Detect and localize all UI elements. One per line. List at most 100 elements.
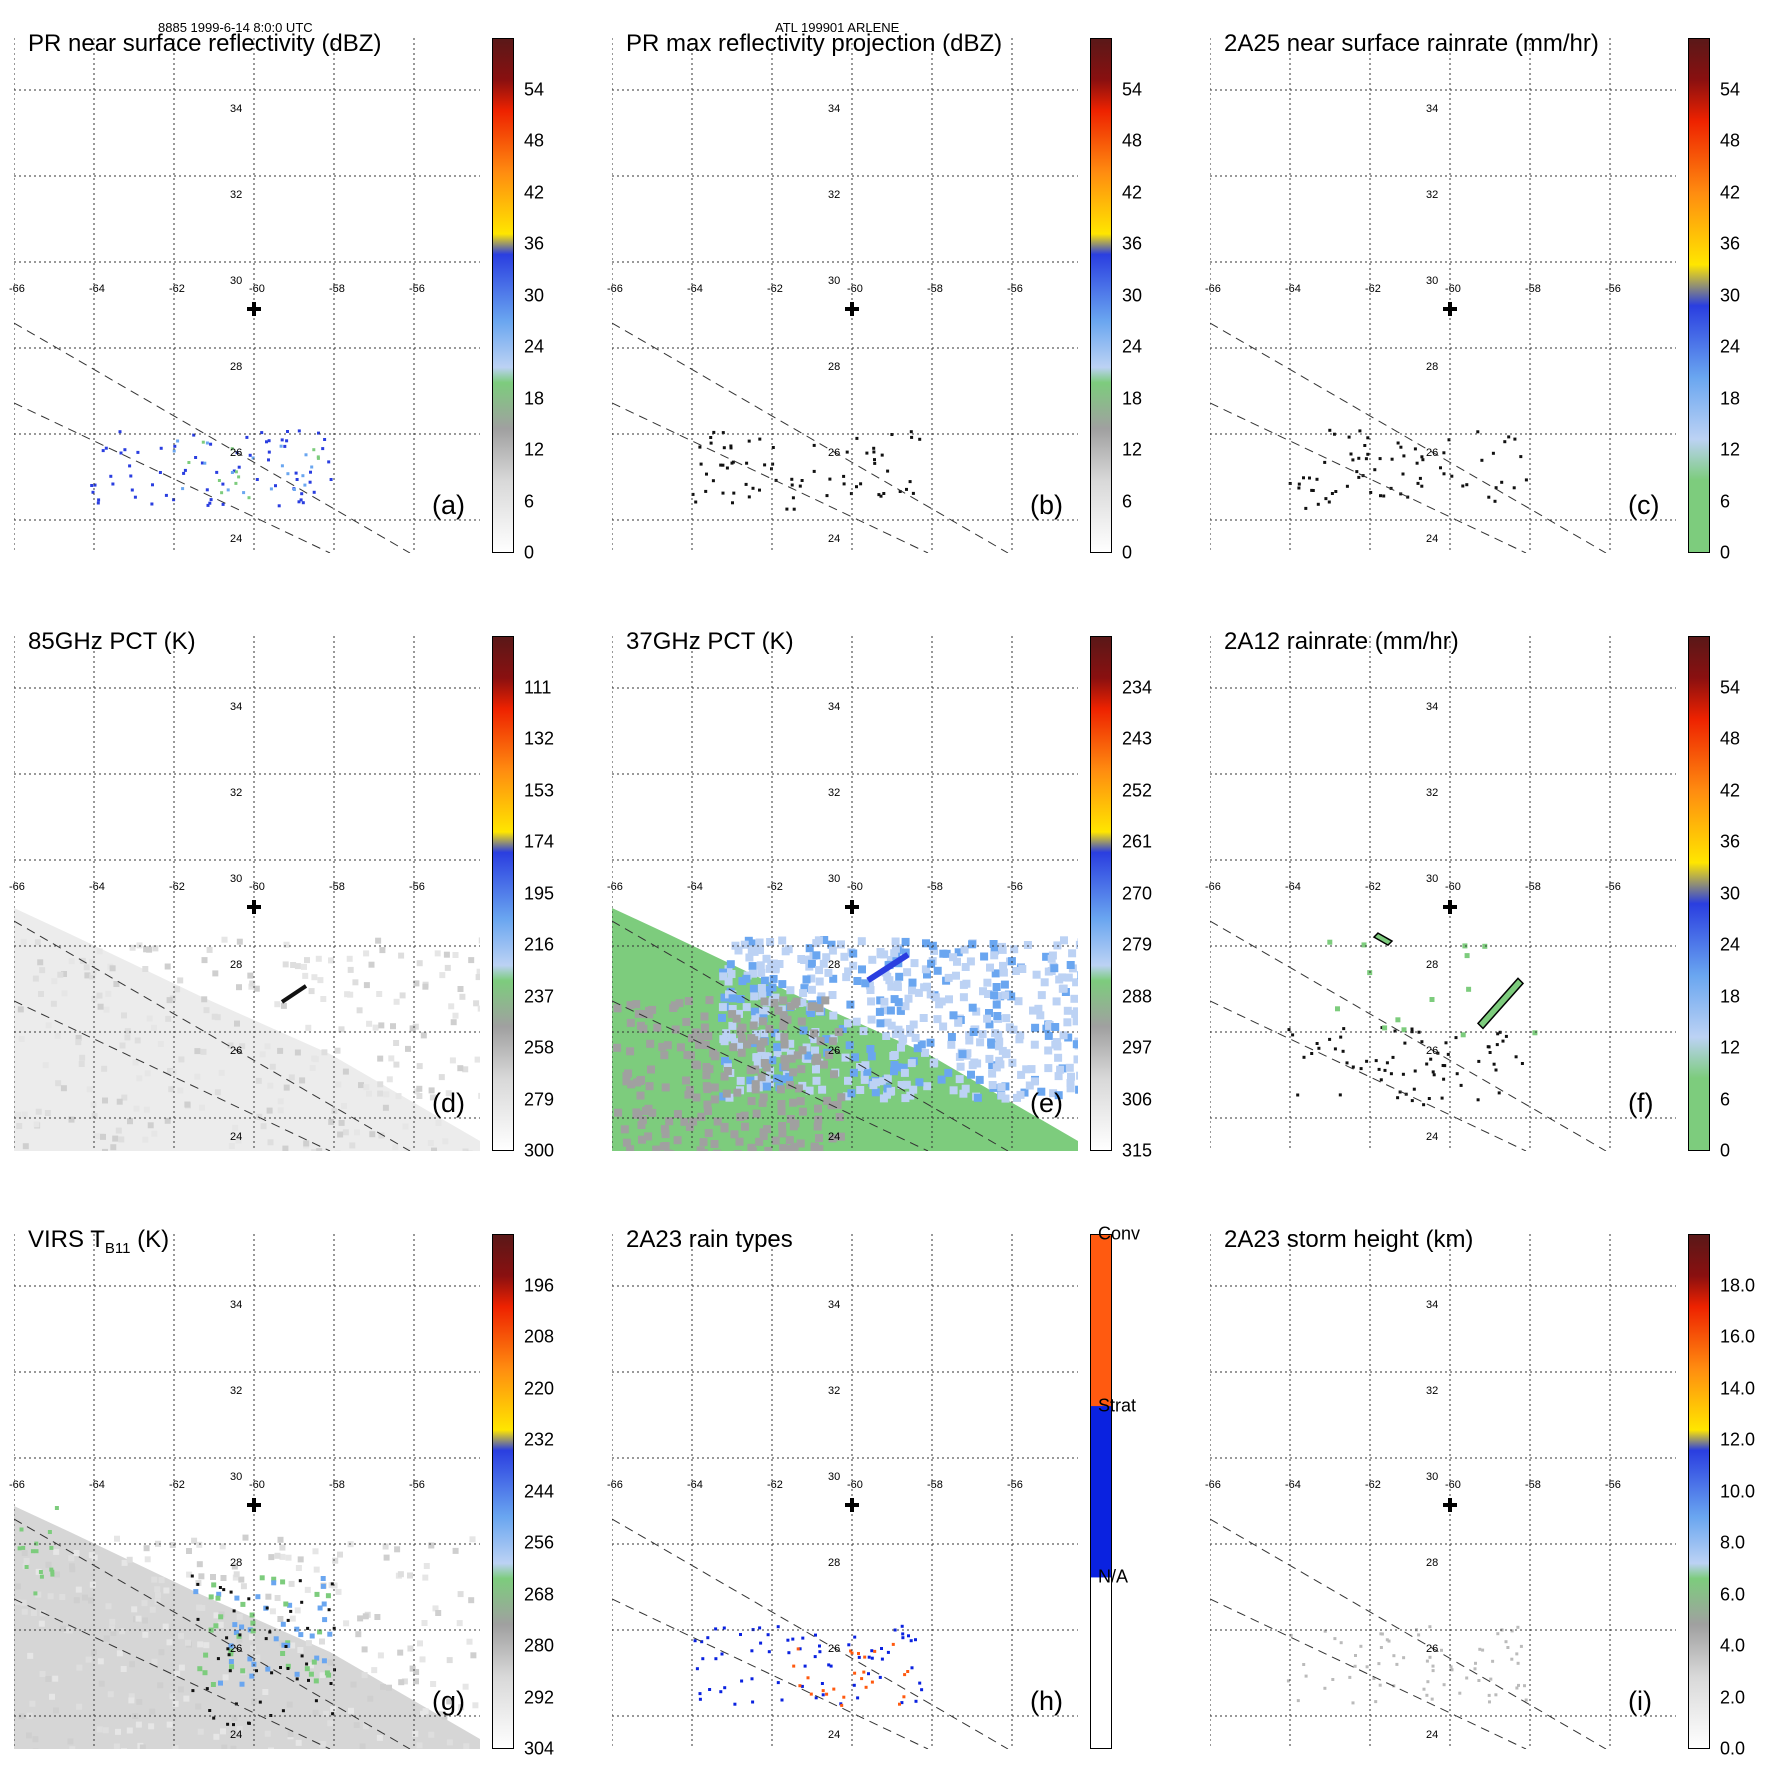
map-d: -66 -64 -62 -60 -58 -56 34 32 30 28 26 24 [9, 636, 480, 1151]
lon-tick-label: -58 [1525, 881, 1541, 893]
colorbar-tick-label: 48 [1122, 130, 1143, 151]
lon-tick-label: -60 [249, 283, 265, 295]
lat-tick-label: 34 [230, 701, 242, 713]
lat-tick-label: 26 [828, 1045, 840, 1057]
lat-tick-label: 32 [230, 787, 242, 799]
lat-tick-label: 30 [230, 873, 242, 885]
title-unit: (K) [130, 1226, 170, 1253]
panel-label-b: (b) [1030, 490, 1063, 520]
colorbar-i [1688, 1234, 1710, 1749]
colorbar-tick-label: 24 [524, 336, 545, 357]
lon-tick-label: -56 [1007, 881, 1023, 893]
panel-label-g: (g) [432, 1686, 465, 1716]
panel-label-a: (a) [432, 490, 465, 520]
colorbar-tick-label: 36 [1720, 233, 1741, 254]
colorbar-tick-label: 24 [1122, 336, 1143, 357]
colorbar-tick-label: 256 [524, 1532, 555, 1553]
panel-f: -66 -64 -62 -60 -58 -56 34 32 30 28 26 24 2A12 rainr… [1196, 628, 1756, 1188]
lat-tick-label: 24 [230, 533, 242, 545]
panel-title-b: PR max reflectivity projection (dBZ) [626, 30, 1003, 57]
lat-tick-label: 34 [828, 701, 840, 713]
panel-e: -66 -64 -62 -60 -58 -56 34 32 30 28 26 24 37GHz PCT … [598, 628, 1158, 1188]
colorbar-tick-label: 315 [1122, 1140, 1153, 1161]
colorbar-tick-label: 24 [1720, 934, 1741, 955]
lat-tick-label: 26 [230, 1643, 242, 1655]
colorbar-tick-label: 18.0 [1720, 1275, 1756, 1295]
panel-c: -66 -64 -62 -60 -58 -56 34 32 30 28 26 24 2A25 near … [1196, 30, 1756, 590]
lat-tick-label: 28 [828, 1557, 840, 1569]
colorbar-tick-label: 42 [1720, 182, 1741, 202]
lat-tick-label: 24 [828, 1729, 840, 1741]
lat-tick-label: 28 [230, 361, 242, 373]
lat-tick-label: 34 [1426, 1299, 1438, 1311]
storm-center-icon [845, 900, 859, 914]
colorbar-tick-label: N/A [1098, 1566, 1129, 1587]
colorbar-tick-label: 30 [524, 285, 545, 305]
storm-center-icon [247, 1498, 261, 1512]
lat-tick-label: 34 [230, 1299, 242, 1311]
lon-tick-label: -64 [687, 283, 703, 295]
colorbar-tick-label: 18 [524, 388, 545, 408]
lat-tick-label: 34 [1426, 701, 1438, 713]
colorbar-tick-label: Strat [1098, 1395, 1137, 1416]
colorbar-tick-label: 36 [1122, 233, 1143, 254]
colorbar-tick-label: 216 [524, 934, 555, 955]
colorbar-tick-label: 8.0 [1720, 1532, 1746, 1553]
lat-tick-label: 24 [1426, 1729, 1438, 1741]
storm-name-header: ATL 199901 ARLENE [775, 20, 900, 35]
map-f: -66 -64 -62 -60 -58 -56 34 32 30 28 26 24 [1205, 636, 1676, 1151]
panel-title-h: 2A23 rain types [626, 1226, 793, 1253]
colorbar-tick-label: 6 [1122, 491, 1133, 511]
panel-title-a: PR near surface reflectivity (dBZ) [28, 30, 382, 57]
panel-i: -66 -64 -62 -60 -58 -56 34 32 30 28 26 24 2A23 storm… [1196, 1226, 1756, 1786]
lat-tick-label: 26 [1426, 1643, 1438, 1655]
storm-center-icon [1443, 1498, 1457, 1512]
colorbar-tick-label: Conv [1098, 1223, 1141, 1244]
colorbar-tick-label: 12 [1720, 439, 1741, 460]
colorbar-tick-label: 292 [524, 1687, 555, 1707]
lat-tick-label: 26 [828, 1643, 840, 1655]
lon-tick-label: -60 [249, 1479, 265, 1491]
colorbar-f [1688, 636, 1710, 1151]
swath-d [14, 908, 480, 1151]
lon-tick-label: -62 [1365, 881, 1381, 893]
lon-tick-label: -62 [767, 283, 783, 295]
storm-center-icon [1443, 302, 1457, 316]
panel-g: -66 -64 -62 -60 -58 -56 34 32 30 28 26 24 VIRS TB11 … [0, 1226, 560, 1786]
lat-tick-label: 32 [230, 189, 242, 201]
lon-tick-label: -66 [9, 283, 25, 295]
lat-tick-label: 32 [1426, 1385, 1438, 1397]
colorbar-tick-label: 30 [1720, 285, 1741, 305]
colorbar-tick-label: 280 [524, 1635, 555, 1656]
colorbar-tick-label: 24 [1720, 336, 1741, 357]
lon-tick-label: -66 [9, 1479, 25, 1491]
lon-tick-label: -60 [847, 881, 863, 893]
lon-tick-label: -56 [409, 283, 425, 295]
lon-tick-label: -64 [89, 283, 105, 295]
lat-tick-label: 28 [1426, 361, 1438, 373]
colorbar-tick-label: 12 [1720, 1037, 1741, 1058]
colorbar-tick-label: 174 [524, 831, 555, 852]
panel-title-d: 85GHz PCT (K) [28, 628, 196, 655]
lat-tick-label: 30 [230, 1471, 242, 1483]
title-subscript: B11 [104, 1239, 131, 1257]
lon-tick-label: -60 [1445, 1479, 1461, 1491]
colorbar-tick-label: 300 [524, 1140, 555, 1161]
lat-tick-label: 32 [230, 1385, 242, 1397]
lat-tick-label: 28 [1426, 1557, 1438, 1569]
panel-b: -66 -64 -62 -60 -58 -56 34 32 30 28 26 24 PR max ref… [598, 30, 1158, 590]
colorbar-tick-label: 252 [1122, 780, 1153, 800]
lon-tick-label: -60 [1445, 881, 1461, 893]
panel-title-g: VIRS TB11 (K) [28, 1226, 169, 1257]
lon-tick-label: -56 [1007, 283, 1023, 295]
lat-tick-label: 30 [1426, 873, 1438, 885]
colorbar-tick-label: 54 [1122, 79, 1143, 99]
lon-tick-label: -64 [1285, 1479, 1301, 1491]
lat-tick-label: 28 [230, 959, 242, 971]
panel-label-f: (f) [1628, 1088, 1654, 1118]
colorbar-tick-label: 4.0 [1720, 1635, 1746, 1656]
lon-tick-label: -58 [927, 1479, 943, 1491]
colorbar-tick-label: 279 [524, 1089, 555, 1109]
lat-tick-label: 30 [1426, 275, 1438, 287]
colorbar-tick-label: 208 [524, 1326, 555, 1347]
